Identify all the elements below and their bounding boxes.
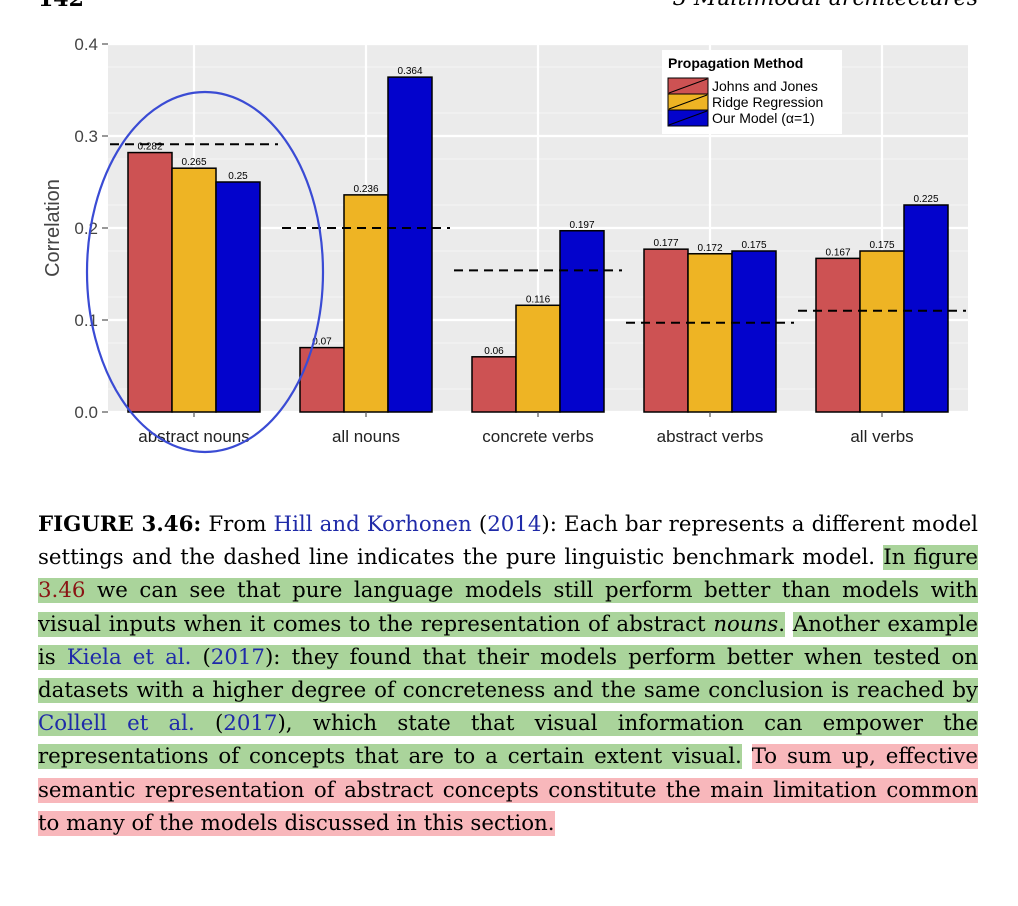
italic-text: nouns — [713, 611, 779, 637]
bar — [731, 250, 777, 413]
running-head: 3 Multimodal architectures — [673, 0, 978, 11]
bar — [515, 304, 561, 413]
bar-value-label: 0.175 — [869, 240, 894, 251]
x-tick-label: concrete verbs — [482, 427, 594, 446]
page-number: 142 — [38, 0, 84, 12]
bar-value-label: 0.282 — [137, 142, 162, 153]
caption-text — [742, 744, 752, 769]
bar-value-label: 0.25 — [228, 171, 248, 182]
bar — [859, 250, 905, 413]
x-tick-label: abstract verbs — [657, 427, 764, 446]
highlight-text: Another example is — [38, 611, 978, 670]
bar-value-label: 0.177 — [653, 238, 678, 249]
bar-value-label: 0.07 — [312, 337, 332, 348]
y-tick-label: 0.2 — [74, 219, 98, 238]
citation-link[interactable]: Collell et al. — [38, 711, 195, 737]
legend-entry: Johns and Jones — [712, 78, 818, 94]
bar-value-label: 0.167 — [825, 247, 850, 258]
citation-year-link[interactable]: 2014 — [487, 512, 542, 537]
page-header: 142 3 Multimodal architectures — [0, 0, 1018, 12]
highlight-text: ): they found that their models perform … — [38, 644, 978, 704]
highlight-text: In figure — [883, 545, 978, 571]
highlight-text: . — [778, 611, 786, 637]
bar — [687, 253, 733, 413]
highlight-text: ( — [194, 711, 224, 737]
x-tick-label: abstract nouns — [138, 427, 250, 446]
citation-link[interactable]: Kiela et al. — [66, 644, 192, 670]
y-tick-label: 0.0 — [74, 403, 98, 422]
legend-entry: Ridge Regression — [712, 94, 823, 110]
bar-value-label: 0.172 — [697, 243, 722, 254]
highlight-text: ( — [191, 644, 211, 670]
caption-text: From — [201, 512, 274, 537]
bar — [127, 151, 173, 413]
bar — [559, 230, 605, 413]
bar — [903, 204, 949, 413]
figure: 0.282 0.265 0.25 abstract nouns 0.07 0.236 0.3… — [42, 35, 968, 454]
legend-swatch-slash — [668, 78, 708, 94]
legend-swatch-slash — [668, 110, 708, 126]
bar-chart: 0.282 0.265 0.25 abstract nouns 0.07 0.236 0.3… — [42, 35, 968, 454]
caption-text: ): Each bar represents a different model… — [38, 512, 978, 571]
annotation-ellipse — [85, 90, 325, 454]
caption-text — [785, 612, 793, 637]
figure-reference-link[interactable]: 3.46 — [38, 578, 86, 604]
legend-swatch-slash — [668, 94, 708, 110]
bar — [815, 257, 861, 413]
bar — [643, 248, 689, 413]
figure-caption: FIGURE 3.46: From Hill and Korhonen (201… — [38, 508, 978, 840]
bar — [171, 167, 217, 413]
y-tick-label: 0.3 — [74, 127, 98, 146]
bar — [471, 356, 517, 413]
y-axis-label: Correlation — [42, 179, 64, 277]
y-tick-label: 0.4 — [74, 35, 98, 54]
x-tick-label: all nouns — [332, 427, 400, 446]
citation-year-link[interactable]: 2017 — [223, 711, 278, 737]
caption-label: FIGURE 3.46: — [38, 512, 202, 537]
y-tick-label: 0.1 — [74, 311, 98, 330]
x-tick-label: all verbs — [850, 427, 913, 446]
bar-value-label: 0.197 — [569, 220, 594, 231]
legend-title: Propagation Method — [668, 55, 803, 71]
legend-entry: Our Model (α=1) — [712, 110, 815, 126]
highlight-text: ), which state that visual information c… — [38, 711, 978, 770]
bar-value-label: 0.225 — [913, 194, 938, 205]
citation-link[interactable]: Hill and Korhonen — [273, 512, 472, 537]
bar — [299, 346, 345, 413]
caption-text: ( — [471, 512, 488, 537]
highlight-text: we can see that pure language models sti… — [38, 578, 978, 637]
bar-value-label: 0.175 — [741, 240, 766, 251]
bar — [215, 181, 261, 413]
bar-value-label: 0.116 — [526, 294, 551, 305]
bar-value-label: 0.06 — [484, 346, 504, 357]
bar-value-label: 0.236 — [353, 184, 378, 195]
bar-value-label: 0.364 — [397, 66, 422, 77]
bar-value-label: 0.265 — [181, 157, 206, 168]
bar — [343, 194, 389, 413]
bar — [387, 76, 433, 413]
citation-year-link[interactable]: 2017 — [210, 644, 265, 670]
